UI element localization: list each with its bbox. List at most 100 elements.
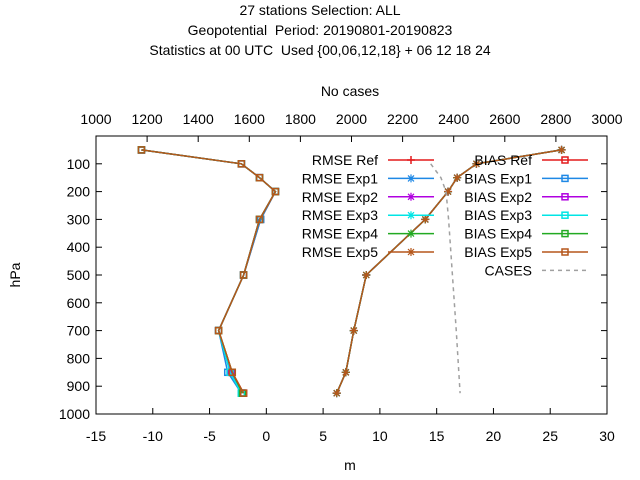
x-tick-label: -15 bbox=[86, 428, 106, 444]
legend-label: BIAS Exp1 bbox=[464, 170, 532, 186]
star-marker bbox=[407, 211, 415, 220]
star-marker bbox=[407, 192, 415, 201]
x2-tick-label: 1200 bbox=[132, 111, 163, 127]
star-marker bbox=[421, 215, 430, 224]
series-line bbox=[141, 149, 277, 394]
x2-tick-label: 2600 bbox=[489, 111, 520, 127]
x2-tick-label: 1000 bbox=[80, 111, 111, 127]
y-tick-label: 900 bbox=[67, 378, 91, 394]
x-tick-label: -5 bbox=[203, 428, 216, 444]
legend-item: RMSE Exp1 bbox=[302, 170, 434, 186]
series-bias-exp2 bbox=[137, 146, 280, 397]
legend-label: BIAS Exp4 bbox=[464, 226, 532, 242]
square-marker bbox=[214, 326, 223, 335]
star-marker bbox=[332, 389, 341, 398]
series-line bbox=[141, 149, 277, 394]
star-marker bbox=[472, 159, 481, 168]
star-marker bbox=[453, 173, 462, 182]
y-axis-label: hPa bbox=[7, 262, 23, 287]
x2-tick-label: 2400 bbox=[438, 111, 469, 127]
legend-item: RMSE Exp2 bbox=[302, 189, 434, 205]
x-tick-label: -10 bbox=[143, 428, 163, 444]
legend-item: BIAS Exp2 bbox=[464, 189, 588, 205]
square-marker bbox=[239, 271, 248, 279]
legend-item: BIAS Exp3 bbox=[464, 207, 588, 223]
title-line-2: Geopotential Period: 20190801-20190823 bbox=[187, 22, 453, 38]
x-tick-label: 0 bbox=[262, 428, 270, 444]
legend-label: RMSE Ref bbox=[312, 152, 378, 168]
legend-item: BIAS Exp4 bbox=[464, 226, 588, 242]
square-marker bbox=[561, 211, 569, 219]
star-marker bbox=[407, 229, 415, 238]
square-marker bbox=[271, 187, 280, 196]
x-tick-label: 10 bbox=[372, 428, 388, 444]
series-bias-exp4 bbox=[137, 146, 280, 397]
legend-label: RMSE Exp2 bbox=[302, 189, 378, 205]
star-marker bbox=[407, 174, 415, 183]
square-marker bbox=[137, 146, 146, 154]
x2-tick-label: 3000 bbox=[591, 111, 622, 127]
square-marker bbox=[561, 229, 569, 238]
square-marker bbox=[239, 389, 248, 397]
y-tick-label: 800 bbox=[67, 350, 91, 366]
legend-item: RMSE Exp5 bbox=[302, 244, 434, 260]
star-marker bbox=[341, 368, 350, 377]
star-marker bbox=[444, 187, 453, 196]
y-tick-label: 700 bbox=[67, 323, 91, 339]
legend-label: BIAS Ref bbox=[474, 152, 532, 168]
legend-item: RMSE Ref bbox=[312, 152, 434, 168]
square-marker bbox=[255, 215, 264, 224]
square-marker bbox=[561, 156, 569, 164]
square-marker bbox=[561, 193, 569, 201]
x-tick-label: 5 bbox=[319, 428, 327, 444]
x-tick-label: 25 bbox=[542, 428, 558, 444]
legend-label: RMSE Exp5 bbox=[302, 244, 378, 260]
legend-item: RMSE Exp4 bbox=[302, 226, 434, 242]
legend-label: RMSE Exp4 bbox=[302, 226, 378, 242]
y-tick-label: 400 bbox=[67, 239, 91, 255]
y-tick-label: 1000 bbox=[59, 406, 90, 422]
x2-tick-label: 2000 bbox=[336, 111, 367, 127]
legend-item: BIAS Exp1 bbox=[464, 170, 588, 186]
star-marker bbox=[362, 271, 371, 279]
legend-item: RMSE Exp3 bbox=[302, 207, 434, 223]
y-tick-label: 300 bbox=[67, 211, 91, 227]
square-marker bbox=[237, 160, 246, 168]
series-bias-exp1 bbox=[137, 146, 280, 397]
x2-tick-label: 1400 bbox=[183, 111, 214, 127]
legend-label: RMSE Exp3 bbox=[302, 207, 378, 223]
ticks: -15 -10 -5 0 5 10 15 20 25 30 1000 1200 1400 1600 1800… bbox=[59, 111, 623, 444]
series-bias-exp3 bbox=[137, 146, 280, 397]
legend-label: RMSE Exp1 bbox=[302, 170, 378, 186]
title-line-3: Statistics at 00 UTC Used {00,06,12,18} … bbox=[149, 42, 491, 58]
legend-item: BIAS Exp5 bbox=[464, 244, 588, 260]
x2-tick-label: 2800 bbox=[540, 111, 571, 127]
series-line bbox=[430, 163, 461, 394]
legend-label: BIAS Exp5 bbox=[464, 244, 532, 260]
legend-label: BIAS Exp3 bbox=[464, 207, 532, 223]
title-line-1: 27 stations Selection: ALL bbox=[239, 2, 401, 18]
series-cases bbox=[430, 163, 461, 394]
square-marker bbox=[561, 174, 569, 183]
series-rmse-exp5 bbox=[332, 145, 566, 398]
y-tick-label: 500 bbox=[67, 267, 91, 283]
x2-tick-label: 2200 bbox=[387, 111, 418, 127]
series-line bbox=[141, 149, 277, 394]
x-tick-label: 30 bbox=[599, 428, 615, 444]
star-marker bbox=[557, 145, 566, 154]
square-marker bbox=[561, 248, 569, 256]
legend-label: BIAS Exp2 bbox=[464, 189, 532, 205]
x2-tick-label: 1800 bbox=[285, 111, 316, 127]
legend-label: CASES bbox=[485, 262, 532, 278]
legend-item: BIAS Ref bbox=[474, 152, 588, 168]
legend: RMSE Ref RMSE Exp1 RMSE Exp2 RMSE Exp3 RMSE … bbox=[302, 152, 588, 278]
x-tick-label: 20 bbox=[486, 428, 502, 444]
y-tick-label: 100 bbox=[67, 156, 91, 172]
series-line bbox=[141, 149, 277, 394]
series-bias-exp5 bbox=[137, 146, 280, 397]
series-bias-ref bbox=[137, 146, 280, 397]
series bbox=[137, 145, 566, 398]
x2-tick-label: 1600 bbox=[234, 111, 265, 127]
series-line bbox=[141, 149, 277, 394]
